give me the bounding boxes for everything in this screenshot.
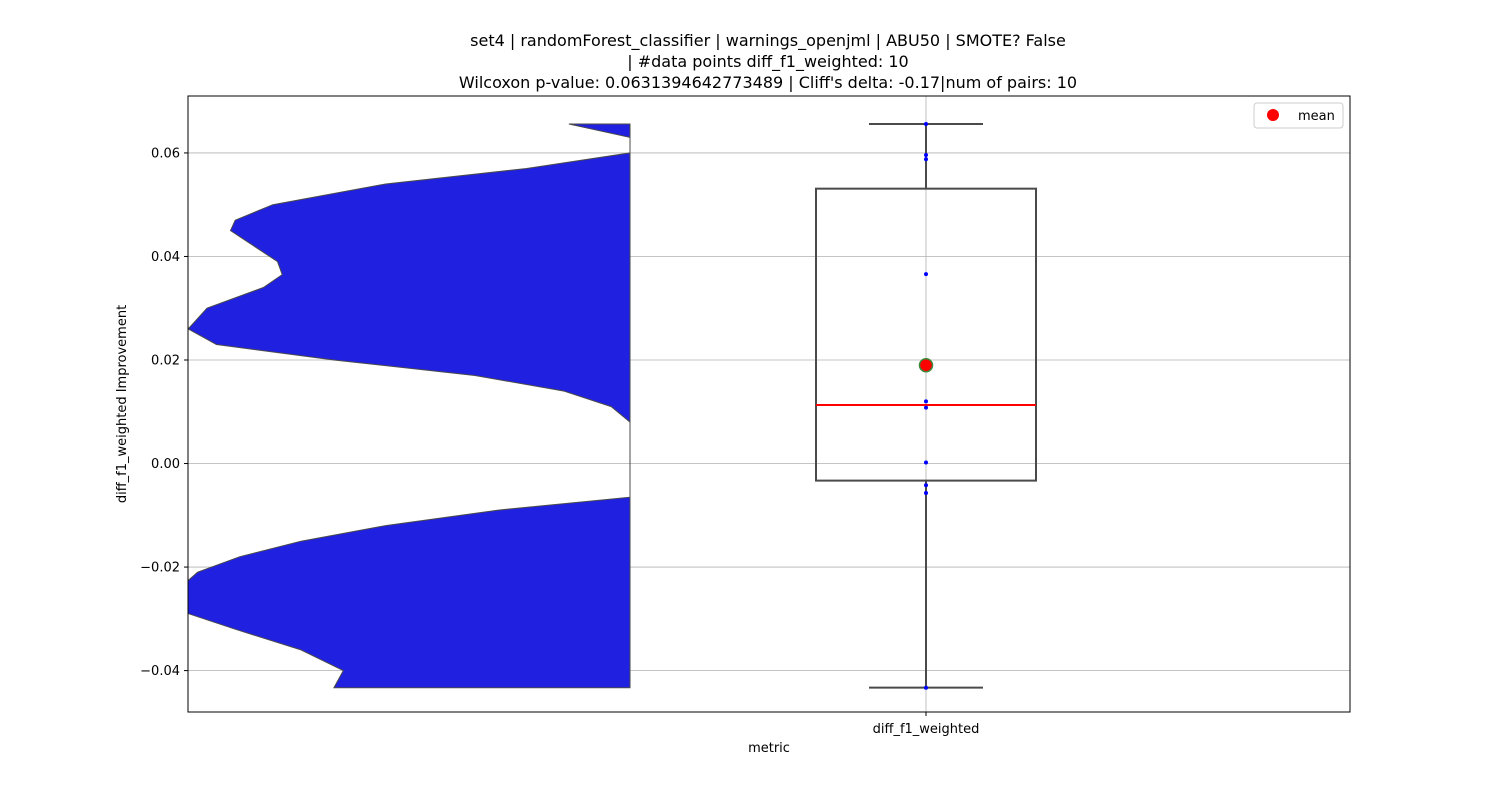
y-tick-label-1: −0.02 (140, 561, 180, 576)
y-axis-label: diff_f1_weighted Improvement (115, 305, 130, 503)
y-axis-ticks: −0.04 −0.02 0.00 0.02 0.04 0.06 (140, 146, 188, 679)
y-tick-label-5: 0.06 (151, 146, 180, 161)
legend: mean (1253, 102, 1344, 129)
data-points (918, 122, 934, 690)
mean-marker (918, 357, 934, 373)
plot-area-frame (187, 95, 1351, 713)
data-point-7 (924, 483, 928, 488)
box-iqr (815, 187, 1037, 482)
legend-mean-label: mean (1298, 109, 1335, 124)
y-tick-label-3: 0.02 (151, 354, 180, 369)
violin-plot (188, 123, 631, 689)
x-axis-ticks: diff_f1_weighted (873, 712, 980, 737)
x-tick-label-0: diff_f1_weighted (873, 722, 980, 737)
data-point-8 (924, 491, 928, 495)
title-line-1: set4 | randomForest_classifier | warning… (470, 31, 1066, 51)
y-tick-label-4: 0.04 (151, 250, 180, 265)
chart-title: set4 | randomForest_classifier | warning… (459, 31, 1077, 92)
data-point-6 (924, 460, 928, 465)
y-tick-label-2: 0.00 (151, 457, 180, 472)
legend-frame (1253, 102, 1344, 129)
x-axis-label: metric (748, 741, 790, 756)
box-plot (815, 122, 1037, 689)
data-point-3 (924, 272, 928, 277)
violin-body (188, 123, 631, 689)
y-tick-label-0: −0.04 (140, 664, 180, 679)
data-point-5 (924, 405, 928, 410)
data-point-0 (924, 122, 928, 126)
data-point-9 (924, 685, 928, 690)
data-point-4 (924, 399, 928, 404)
title-line-2: | #data points diff_f1_weighted: 10 (627, 52, 908, 72)
data-point-2 (924, 157, 928, 162)
data-point-1 (924, 153, 928, 157)
title-line-3: Wilcoxon p-value: 0.0631394642773489 | C… (459, 73, 1077, 92)
legend-mean-marker (1267, 109, 1279, 121)
